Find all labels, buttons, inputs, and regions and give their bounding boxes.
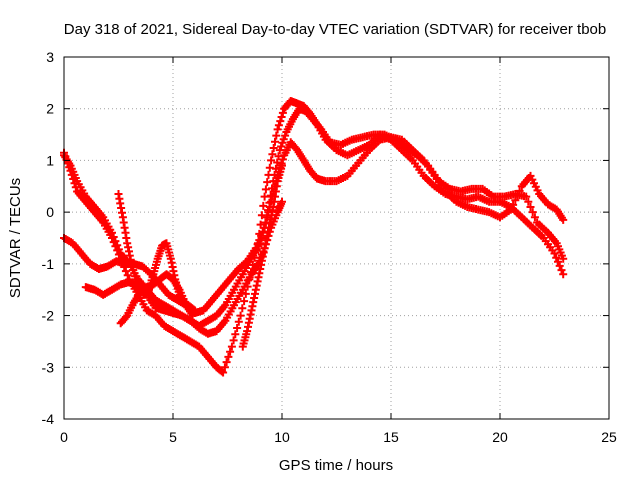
data-point (271, 137, 279, 146)
y-tick-label: 1 (46, 152, 54, 168)
data-point (114, 245, 123, 254)
data-point (253, 240, 262, 249)
data-point (552, 253, 561, 262)
data-point (522, 192, 531, 201)
data-point (229, 336, 238, 345)
data-point (559, 270, 568, 279)
data-point (113, 241, 122, 250)
data-point (236, 311, 245, 320)
x-axis-label: GPS time / hours (279, 457, 393, 474)
data-point (267, 156, 276, 165)
data-point (217, 367, 226, 376)
data-point (511, 196, 520, 205)
data-point (526, 203, 535, 211)
data-point (121, 313, 130, 322)
data-point (241, 289, 250, 298)
y-tick-label: 0 (46, 204, 54, 220)
data-point (222, 358, 231, 367)
y-axis-label: SDTVAR / TECUs (7, 178, 24, 298)
data-point (509, 200, 518, 209)
y-tick-label: -3 (42, 359, 55, 375)
y-tick-label: 2 (46, 101, 54, 117)
data-point (273, 125, 282, 134)
data-point (123, 271, 132, 280)
data-point (257, 211, 266, 220)
data-point (530, 213, 539, 222)
data-point (559, 215, 568, 224)
data-point (278, 108, 287, 117)
data-point (109, 233, 118, 241)
data-point (268, 150, 277, 159)
data-point (528, 208, 537, 217)
data-point (277, 113, 286, 121)
plot-frame (63, 56, 610, 420)
data-point (557, 266, 566, 275)
data-point (559, 254, 568, 263)
data-point (276, 117, 285, 126)
data-point (269, 144, 278, 152)
data-point (277, 142, 286, 151)
series-track-4 (81, 197, 286, 338)
data-point (274, 121, 283, 130)
series-track-7 (238, 161, 286, 351)
x-tick-label: 5 (169, 429, 177, 445)
series-track-6 (116, 270, 197, 328)
x-tick-label: 15 (383, 429, 399, 445)
data-point (121, 267, 130, 276)
data-point (240, 297, 249, 306)
data-point (238, 304, 247, 313)
data-point (555, 261, 564, 270)
data-point (524, 197, 533, 206)
data-point (233, 324, 242, 332)
data-point (220, 363, 229, 372)
y-tick-label: 3 (46, 49, 54, 65)
data-point (506, 205, 515, 214)
data-point (554, 257, 562, 266)
data-point (259, 201, 268, 210)
y-tick-label: -2 (42, 308, 55, 324)
y-tick-label: -1 (42, 256, 55, 272)
y-tick-label: -4 (42, 411, 55, 427)
grid (64, 57, 609, 419)
data-point (231, 330, 240, 339)
data-point (513, 191, 522, 200)
x-tick-label: 0 (60, 429, 68, 445)
data-point (515, 186, 524, 195)
data-point (227, 342, 236, 351)
data-point (219, 368, 228, 377)
data-point (188, 311, 197, 320)
series-track-3 (60, 133, 568, 317)
data-point (278, 161, 286, 170)
data-point (278, 197, 286, 206)
data-point (251, 244, 260, 253)
data-point (226, 347, 235, 356)
chart-title: Day 318 of 2021, Sidereal Day-to-day VTE… (64, 21, 606, 38)
series-layer (60, 97, 568, 377)
data-point (224, 352, 233, 361)
data-point (234, 317, 243, 326)
x-tick-label: 10 (274, 429, 290, 445)
x-tick-label: 20 (492, 429, 508, 445)
series-track-1 (60, 97, 568, 377)
x-tick-label: 25 (601, 429, 617, 445)
ticks: 0 5 10 15 20 25 -4 -3 -2 -1 0 1 2 3 (42, 49, 617, 445)
data-point (272, 131, 281, 140)
data-point (111, 237, 120, 246)
data-point (108, 228, 116, 237)
data-point (255, 236, 264, 245)
